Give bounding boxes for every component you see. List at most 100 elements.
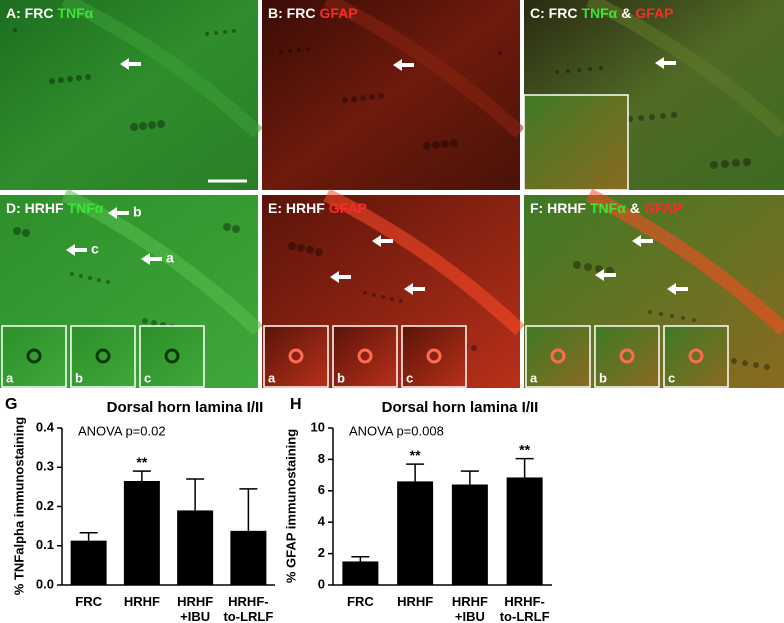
arrow	[655, 57, 676, 69]
error-bar	[515, 457, 534, 478]
y-tick-label: 10	[311, 419, 325, 434]
bar	[70, 540, 107, 585]
cell	[342, 97, 348, 103]
bar	[397, 481, 434, 585]
inset-label: c	[144, 370, 151, 385]
arrow	[393, 59, 414, 71]
cell	[649, 114, 655, 120]
cell	[360, 95, 366, 101]
inset-label: c	[668, 370, 675, 385]
inset	[263, 325, 329, 388]
cell	[26, 348, 42, 364]
cell	[223, 30, 227, 34]
y-tick-label: 0.1	[36, 537, 54, 552]
cell	[731, 358, 737, 364]
cell	[363, 291, 367, 295]
tissue-border	[61, 0, 263, 139]
cell	[566, 69, 570, 73]
cell	[205, 32, 209, 36]
arrow	[66, 244, 87, 256]
cell	[76, 75, 82, 81]
panel-label: C: FRC TNFα & GFAP	[530, 5, 674, 21]
cell	[67, 76, 73, 82]
inset	[401, 325, 467, 388]
panel-label: E: HRHF GFAP	[268, 200, 367, 216]
panel-label-part: TNFα	[581, 5, 617, 21]
cell	[584, 263, 592, 271]
tissue-border	[323, 0, 525, 139]
inset	[70, 325, 136, 388]
y-tick-label: 8	[318, 451, 325, 466]
tissue-border	[61, 188, 263, 336]
error-bar	[406, 463, 425, 482]
cell	[288, 49, 292, 53]
cell	[732, 159, 740, 167]
cell	[471, 345, 477, 351]
bar	[451, 484, 488, 585]
panel-label-part: TNFα	[68, 200, 104, 216]
y-tick-label: 6	[318, 482, 325, 497]
cell	[288, 242, 296, 250]
cell	[306, 246, 314, 254]
arrow	[667, 283, 688, 295]
cell	[22, 229, 30, 237]
cell	[157, 120, 165, 128]
significance-marker: **	[136, 454, 147, 470]
error-bar	[239, 488, 258, 531]
annotation: ANOVA p=0.02	[78, 423, 166, 438]
cell	[85, 74, 91, 80]
tissue-border	[323, 188, 525, 336]
cell	[764, 364, 770, 370]
arrow	[404, 283, 425, 295]
significance-marker: **	[519, 441, 530, 457]
x-tick-label: FRC	[75, 594, 102, 609]
x-tick-label: HRHF	[397, 594, 433, 609]
panel-label-part: F: HRHF	[530, 200, 586, 216]
cell	[106, 280, 110, 284]
inset	[523, 94, 629, 191]
error-bar	[351, 555, 370, 562]
x-tick-label: FRC	[347, 594, 374, 609]
cell	[95, 348, 111, 364]
inset-label: b	[75, 370, 83, 385]
cell	[306, 47, 310, 51]
cell	[399, 299, 403, 303]
panel-label-part: GFAP	[644, 200, 682, 216]
cell	[660, 113, 666, 119]
cell	[351, 96, 357, 102]
cell	[573, 261, 581, 269]
cell	[619, 348, 635, 364]
arrow	[120, 58, 141, 70]
cell	[588, 67, 592, 71]
cell	[670, 314, 674, 318]
cell	[721, 160, 729, 168]
cell	[659, 312, 663, 316]
cell	[710, 161, 718, 169]
panel-label-part: &	[621, 5, 631, 21]
cell	[315, 248, 323, 256]
inset	[332, 325, 398, 388]
cell	[378, 93, 384, 99]
inset	[525, 325, 591, 388]
cell	[498, 51, 502, 55]
panel-label: H	[290, 396, 302, 413]
arrow	[108, 207, 129, 219]
cell	[742, 360, 748, 366]
cell	[164, 348, 180, 364]
panel-label-part: GFAP	[329, 200, 367, 216]
cell	[97, 278, 101, 282]
cell	[671, 112, 677, 118]
bar	[230, 530, 267, 585]
y-axis-label: % TNFalpha immunostaining	[11, 417, 26, 595]
cell	[88, 276, 92, 280]
y-axis-label: % GFAP immunostaining	[283, 429, 298, 583]
cell	[369, 94, 375, 100]
cell	[357, 348, 373, 364]
cell	[214, 31, 218, 35]
arrow	[330, 271, 351, 283]
panel-label-part: D: HRHF	[6, 200, 64, 216]
y-tick-label: 0	[318, 576, 325, 591]
error-bar	[79, 532, 98, 541]
inset	[1, 325, 67, 388]
